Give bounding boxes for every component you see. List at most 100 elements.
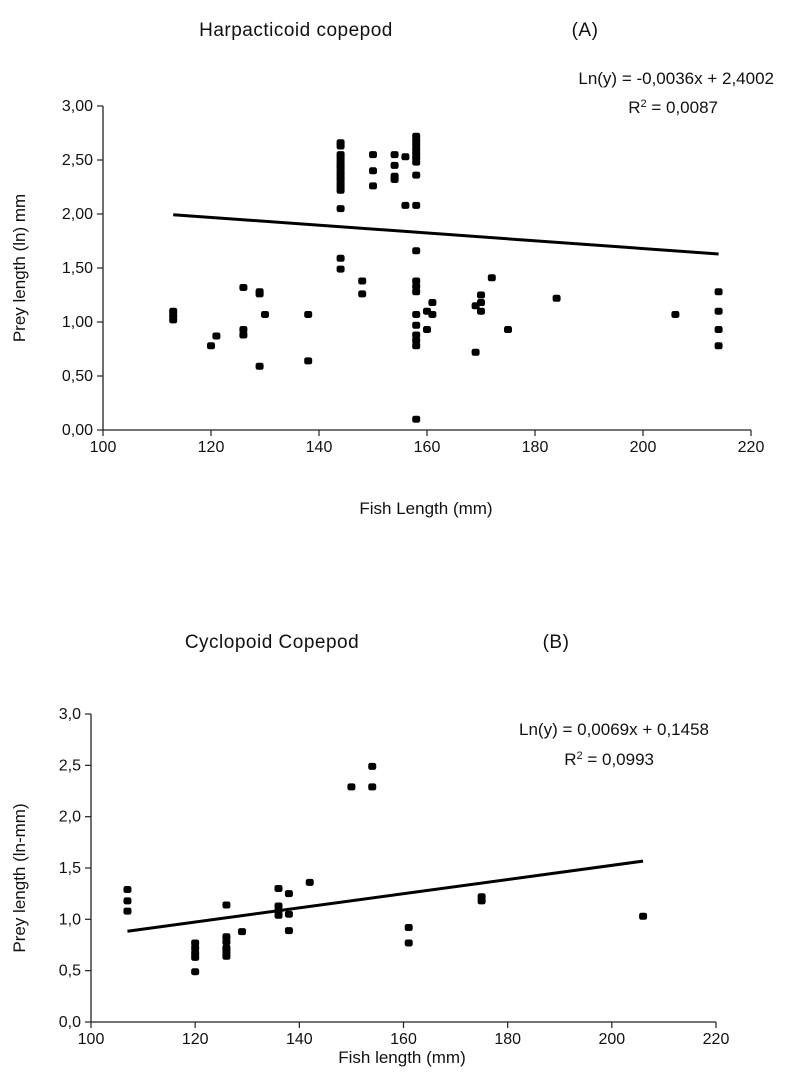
chart-b-data-point — [222, 901, 231, 909]
chart-a-data-point — [412, 171, 421, 179]
chart-a-data-point — [390, 151, 399, 159]
chart-a-data-point — [239, 326, 248, 334]
chart-a-data-point — [471, 348, 480, 356]
chart-a-data-point — [671, 310, 680, 318]
chart-b-r2: R2 = 0,0993 — [564, 750, 654, 769]
chart-a-data-point — [412, 415, 421, 423]
chart-a-data-point — [412, 282, 421, 290]
chart-a-data-point — [412, 158, 421, 166]
chart-a-data-point — [412, 331, 421, 339]
chart-b-y-tick-label: 3,0 — [59, 706, 81, 723]
chart-a-data-point — [239, 331, 248, 339]
chart-a-equation: Ln(y) = -0,0036x + 2,4002 — [578, 69, 774, 88]
chart-b-data-point — [123, 886, 132, 894]
chart-a-y-tick-label: 0,00 — [62, 422, 93, 439]
chart-a-x-tick-label: 180 — [522, 439, 549, 456]
chart-b-data-point — [191, 953, 200, 961]
chart-a-y-tick-label: 3,00 — [62, 98, 93, 115]
chart-b-data-point — [191, 968, 200, 976]
chart-b-r2-superscript: 2 — [577, 750, 583, 762]
chart-b-data-point — [284, 910, 293, 918]
chart-a-y-tick-label: 1,00 — [62, 314, 93, 331]
chart-b-y-tick-label: 2,0 — [59, 809, 81, 826]
chart-a-y-tick-label: 2,50 — [62, 152, 93, 169]
chart-a-data-point — [255, 362, 264, 370]
chart-a-data-point — [714, 326, 723, 334]
chart-b-equation: Ln(y) = 0,0069x + 0,1458 — [519, 720, 709, 739]
chart-b-y-tick-label: 1,5 — [59, 860, 81, 877]
chart-b-y-tick-label: 2,5 — [59, 757, 81, 774]
chart-a-data-point — [487, 274, 496, 282]
chart-a-x-tick-label: 160 — [414, 439, 441, 456]
chart-b-data-point — [368, 762, 377, 770]
chart-a-r2-value: = 0,0087 — [647, 98, 718, 117]
chart-a-x-tick-label: 100 — [90, 439, 117, 456]
chart-a-points — [169, 132, 723, 423]
chart-a-data-point — [401, 153, 410, 161]
chart-a-x-tick-label: 140 — [306, 439, 333, 456]
chart-b-data-point — [123, 897, 132, 905]
chart-b-data-point — [305, 878, 314, 886]
chart-b-trendline — [127, 859, 644, 933]
chart-b-data-point — [284, 890, 293, 898]
chart-a-x-tick-label: 120 — [198, 439, 225, 456]
chart-a-data-point — [390, 161, 399, 169]
chart-b-y-tick-label: 0,0 — [59, 1014, 81, 1031]
chart-a-data-point — [169, 316, 178, 324]
chart-b-data-point — [222, 952, 231, 960]
chart-a-data-point — [336, 142, 345, 150]
chart-a-data-point — [428, 299, 437, 307]
chart-a-title: Harpacticoid copepod — [199, 20, 393, 41]
chart-b-r2-value: = 0,0993 — [583, 750, 654, 769]
chart-a-data-point — [336, 186, 345, 194]
chart-a-data-point — [369, 151, 377, 159]
chart-a-r2: R2 = 0,0087 — [628, 98, 718, 117]
chart-b-ticks: 100 120 140 160 180 200 220 0,0 0,5 1,0 1,5 2,0 2,5 3… — [59, 706, 730, 1048]
chart-b-data-point — [238, 928, 247, 936]
chart-b-data-point — [404, 939, 413, 947]
chart-b-data-point — [477, 897, 486, 905]
chart-a-data-point — [336, 205, 345, 213]
chart-a-r2-superscript: 2 — [641, 98, 647, 110]
chart-a-data-point — [412, 288, 421, 296]
chart-a-data-point — [239, 283, 248, 291]
chart-a-data-point — [336, 265, 345, 273]
chart-a-data-point — [412, 277, 421, 285]
chart-a-y-tick-label: 2,00 — [62, 206, 93, 223]
chart-a-data-point — [336, 254, 345, 262]
chart-a-data-point — [412, 336, 421, 344]
chart-a-data-point — [412, 247, 421, 255]
chart-a-x-tick-label: 200 — [630, 439, 657, 456]
chart-a-xlabel: Fish Length (mm) — [359, 499, 492, 518]
chart-a-data-point — [304, 357, 313, 365]
chart-a-data-point — [412, 310, 421, 318]
chart-b-title: Cyclopoid Copepod — [185, 632, 359, 653]
chart-b-data-point — [639, 912, 648, 920]
chart-b-data-point — [274, 885, 283, 893]
chart-a-data-point — [412, 201, 421, 209]
chart-a-data-point — [423, 326, 431, 334]
chart-a-data-point — [714, 307, 723, 315]
chart-b-data-point — [368, 783, 377, 791]
chart-a-x-tick-label: 220 — [738, 439, 765, 456]
chart-b-data-point — [284, 927, 293, 935]
chart-b-data-point — [222, 938, 231, 946]
chart-a-data-point — [304, 310, 313, 318]
chart-b-ylabel: Prey length (ln-mm) — [10, 803, 29, 952]
chart-b-x-tick-label: 100 — [78, 1031, 105, 1048]
chart-a-trendline — [173, 213, 719, 256]
chart-a-data-point — [552, 294, 561, 302]
chart-a-data-point — [401, 201, 410, 209]
chart-a-data-point — [358, 277, 367, 285]
chart-a-data-point — [412, 342, 421, 350]
chart-a-ylabel: Prey length (ln) mm — [10, 194, 29, 342]
chart-b-x-tick-label: 160 — [390, 1031, 417, 1048]
chart-b-data-point — [347, 783, 356, 791]
chart-a-data-point — [714, 342, 723, 350]
chart-b-data-point — [404, 924, 413, 932]
chart-b-xlabel: Fish length (mm) — [338, 1048, 466, 1067]
chart-a-data-point — [714, 288, 723, 296]
chart-a-data-point — [369, 167, 377, 175]
chart-b-x-tick-label: 200 — [598, 1031, 625, 1048]
chart-a-data-point — [477, 291, 485, 299]
